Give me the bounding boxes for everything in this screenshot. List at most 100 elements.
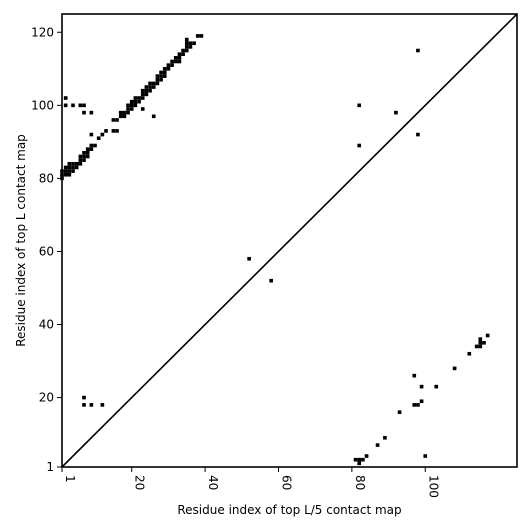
contact-point <box>184 45 189 49</box>
y-tick-label: 100 <box>31 98 54 112</box>
contact-point <box>181 48 185 53</box>
contact-point <box>82 403 86 407</box>
contact-point <box>126 103 130 108</box>
y-axis-label: Residue index of top L contact map <box>14 134 28 347</box>
contact-point <box>144 92 149 97</box>
x-axis-ticks: 1 20 40 60 80 100 <box>61 467 440 498</box>
contact-point <box>485 333 490 338</box>
contact-point <box>89 132 94 137</box>
contact-point <box>140 88 145 93</box>
contact-point <box>416 403 420 407</box>
contact-point <box>184 48 189 53</box>
contact-point <box>155 74 160 78</box>
contact-point <box>155 77 160 82</box>
contact-point <box>93 143 97 148</box>
contact-point <box>129 107 134 111</box>
contact-point <box>166 66 171 71</box>
contact-point <box>177 59 182 64</box>
contact-point <box>478 344 483 349</box>
contact-point <box>71 169 75 173</box>
contact-point <box>177 52 182 56</box>
contact-point <box>361 457 365 462</box>
contact-point <box>416 132 420 137</box>
contact-point <box>111 129 116 133</box>
contact-point <box>412 403 417 407</box>
contact-point <box>148 88 152 93</box>
contact-point <box>82 158 86 162</box>
contact-point <box>78 161 83 166</box>
x-tick-label: 1 <box>63 475 77 483</box>
contact-point <box>170 63 174 67</box>
contact-point <box>184 41 189 46</box>
contact-point <box>133 99 138 104</box>
contact-point <box>63 172 68 177</box>
contact-point <box>192 41 196 46</box>
contact-point <box>159 77 163 82</box>
contact-point <box>148 81 152 86</box>
contact-point <box>195 34 200 38</box>
contact-point <box>383 435 387 440</box>
contact-point <box>394 110 398 115</box>
contact-point <box>82 395 86 400</box>
contact-point <box>166 63 171 67</box>
contact-point <box>82 110 86 115</box>
contact-point <box>140 92 145 97</box>
contact-point <box>181 52 185 56</box>
contact-point <box>63 96 68 100</box>
contact-point <box>173 59 178 64</box>
x-tick-label: 60 <box>279 475 293 490</box>
contact-point <box>100 403 105 407</box>
contact-point <box>96 136 101 141</box>
contact-point <box>67 169 72 173</box>
contact-point <box>74 161 79 166</box>
contact-point <box>419 384 424 389</box>
contact-point <box>269 278 273 283</box>
diagonal-line <box>61 13 518 468</box>
contact-point <box>126 107 130 111</box>
contact-point <box>89 147 94 151</box>
contact-point <box>364 454 369 458</box>
contact-point <box>63 165 68 170</box>
contact-point <box>434 384 439 389</box>
contact-point <box>71 165 75 170</box>
contact-point <box>118 110 123 115</box>
contact-point <box>122 114 127 119</box>
contact-point <box>85 151 90 155</box>
contact-point <box>126 110 130 115</box>
contact-point <box>67 165 72 170</box>
contact-point <box>63 103 68 108</box>
contact-point <box>140 96 145 100</box>
contact-point <box>419 399 424 404</box>
contact-point <box>78 158 83 162</box>
contact-point <box>162 74 167 78</box>
contact-point <box>82 151 86 155</box>
x-tick-label: 80 <box>353 475 367 490</box>
contact-point <box>173 56 178 60</box>
contact-point <box>151 85 156 89</box>
contact-point <box>137 96 141 100</box>
contact-point <box>170 59 174 64</box>
contact-point <box>151 81 156 86</box>
contact-point <box>416 48 420 53</box>
contact-point <box>89 110 94 115</box>
contact-point <box>63 169 68 173</box>
contact-point <box>478 340 483 345</box>
x-axis-label: Residue index of top L/5 contact map <box>177 503 401 517</box>
contact-point <box>177 56 182 60</box>
contact-point <box>85 147 90 151</box>
contact-point <box>78 103 83 108</box>
contact-point <box>357 461 362 466</box>
contact-point <box>412 373 417 378</box>
contact-point <box>118 114 123 119</box>
contact-point <box>159 74 163 78</box>
contact-point <box>67 161 72 166</box>
contact-point <box>74 165 79 170</box>
contact-point <box>115 118 119 122</box>
contact-point <box>353 457 358 462</box>
contact-point <box>137 99 141 104</box>
contact-point <box>357 103 362 108</box>
contact-point <box>67 172 72 177</box>
points-layer <box>60 34 490 466</box>
contact-point <box>133 103 138 108</box>
